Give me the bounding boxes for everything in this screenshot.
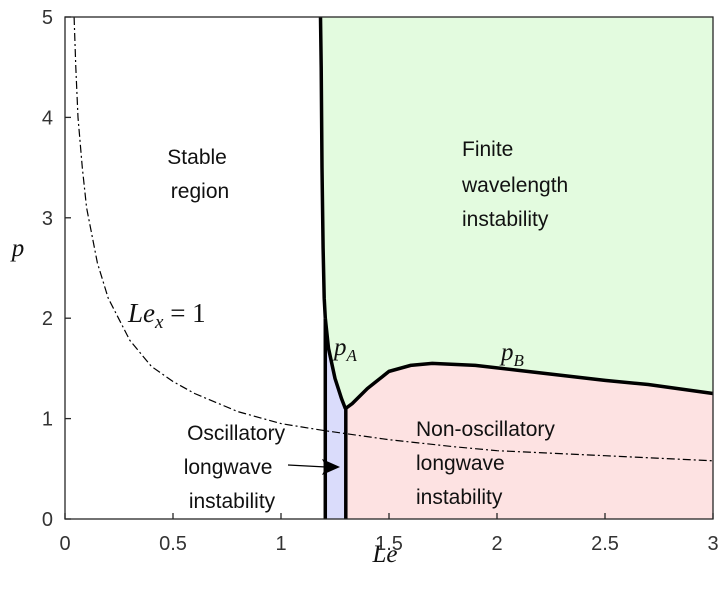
lex1-label: Lex = 1 (127, 298, 206, 333)
pB-curve (344, 361, 714, 411)
neutral-stability-boundary (318, 16, 328, 319)
finite-line-3: instability (462, 208, 549, 231)
x-tick-label: 1 (275, 533, 286, 555)
nonosc-line-1: Non-oscillatory (416, 418, 555, 441)
y-axis-label: p (10, 235, 25, 262)
x-tick-label: 0.5 (159, 533, 187, 555)
non-oscillatory-region (345, 363, 713, 519)
x-axis-label: Le (372, 541, 398, 568)
stable-line-2: region (171, 180, 229, 203)
pB-label: pB (499, 339, 525, 370)
x-ticks: 0 0.5 1 1.5 2 2.5 3 (59, 513, 719, 555)
nonosc-line-2: longwave (416, 452, 505, 475)
osc-line-3: instability (189, 490, 276, 513)
y-tick-label: 5 (42, 7, 53, 29)
nonosc-line-3: instability (416, 486, 503, 509)
x-tick-label: 2.5 (591, 533, 619, 555)
non-osc-region-label: Non-oscillatory longwave instability (416, 418, 561, 509)
stable-region-label: Stable region (167, 146, 232, 203)
x-tick-label: 0 (59, 533, 70, 555)
osc-line-1: Oscillatory (187, 422, 286, 445)
finite-region-label: Finite wavelength instability (461, 138, 574, 231)
y-tick-label: 4 (42, 107, 53, 129)
osc-arrowhead (322, 459, 340, 475)
pA-curve (323, 318, 348, 410)
y-tick-label: 3 (42, 208, 53, 230)
x-tick-label: 1.5 (375, 533, 403, 555)
pA-label: pA (332, 334, 358, 365)
osc-line-2: longwave (184, 456, 273, 479)
y-tick-label: 1 (42, 409, 53, 431)
osc-arrow-line (287, 464, 327, 468)
stable-line-1: Stable (167, 146, 227, 169)
x-tick-label: 3 (707, 533, 718, 555)
y-tick-label: 0 (42, 509, 53, 531)
y-tick-label: 2 (42, 308, 53, 330)
lex1-curve (73, 16, 714, 462)
finite-line-2: wavelength (461, 174, 568, 197)
finite-wavelength-region (320, 17, 713, 409)
x-tick-label: 2 (491, 533, 502, 555)
finite-line-1: Finite (462, 138, 513, 161)
y-ticks: 0 1 2 3 4 5 (42, 7, 71, 531)
osc-region-label: Oscillatory longwave instability (184, 422, 291, 513)
